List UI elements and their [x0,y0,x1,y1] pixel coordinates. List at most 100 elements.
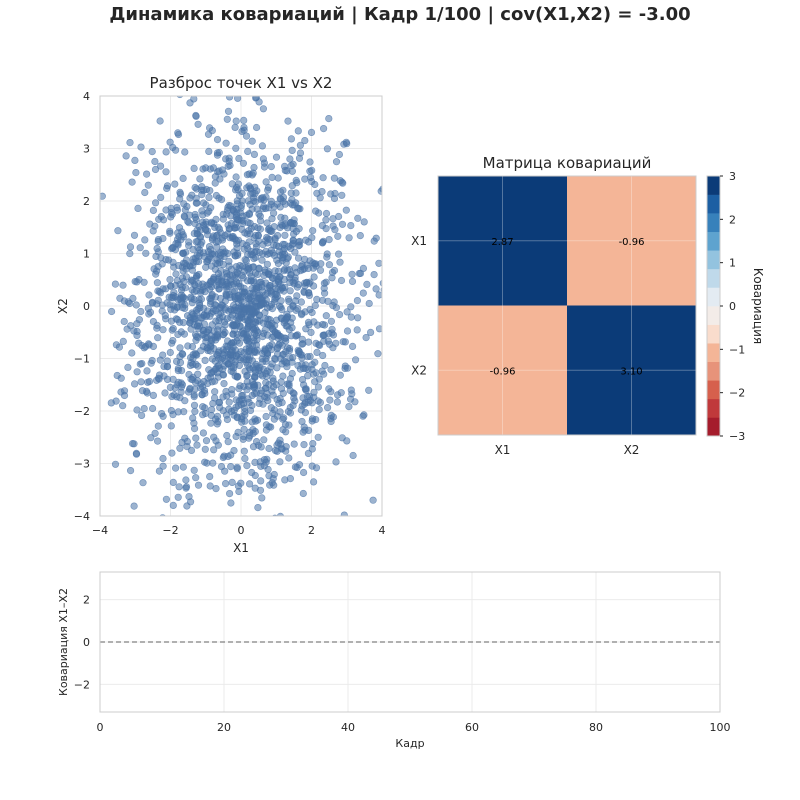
scatter-point [113,371,121,380]
scatter-points [100,96,382,516]
scatter-point [372,285,380,293]
scatter-point [169,258,177,266]
scatter-point [356,232,364,240]
scatter-point [207,411,215,420]
scatter-point [287,218,295,227]
scatter-point [271,354,279,363]
scatter-point [349,342,357,351]
scatter-point [369,496,377,504]
scatter-point [279,372,287,380]
scatter-point [232,144,240,152]
scatter-point [325,385,333,393]
scatter-point [190,229,198,238]
scatter-point [202,226,210,234]
scatter-point [196,175,204,183]
scatter-point [162,206,170,214]
scatter-point [274,344,282,352]
scatter-point [287,135,296,143]
scatter-point [224,249,232,258]
scatter-point [232,220,240,228]
scatter-point [274,174,282,182]
scatter-point [162,148,170,156]
scatter-point [327,317,336,325]
scatter-point [234,180,242,188]
scatter-point [365,299,373,308]
scatter-point [225,405,233,413]
scatter-point [267,200,275,208]
scatter-point [324,404,332,412]
scatter-point [311,301,319,310]
scatter-point [143,367,151,375]
scatter-point [209,307,217,316]
scatter-point [324,297,332,305]
scatter-point [159,462,167,470]
scatter-point [279,186,287,194]
scatter-point [311,260,319,268]
scatter-point [173,303,181,311]
scatter-point [271,267,279,275]
scatter-point [223,269,231,278]
scatter-point [307,128,316,136]
scatter-point [215,148,223,157]
scatter-point [316,266,325,274]
scatter-point [241,315,249,324]
scatter-point [193,251,201,259]
scatter-point [182,262,190,270]
scatter-point [267,163,275,171]
scatter-point [258,280,266,289]
scatter-point [224,107,233,115]
scatter-point [263,349,271,358]
scatter-point [273,330,281,339]
scatter-point [375,325,382,333]
scatter-point [179,174,187,182]
scatter-point [141,188,149,197]
scatter-point [171,384,179,392]
colorbar-label: Ковариация [751,268,765,344]
scatter-point [301,137,309,145]
heatmap-row-label: X1 [411,234,427,248]
scatter-point [288,201,297,209]
scatter-point [180,200,188,208]
scatter-point [233,209,241,217]
scatter-point [163,357,171,365]
scatter-point [301,409,310,417]
scatter-point [284,253,292,261]
scatter-point [147,434,155,442]
scatter-point [261,268,269,276]
scatter-point [132,301,140,309]
scatter-point [257,462,265,470]
scatter-point [294,254,303,262]
scatter-point [186,319,194,327]
scatter-point [150,265,158,273]
scatter-point [169,501,177,510]
scatter-point [266,481,274,489]
scatter-point [348,270,356,278]
scatter-point [151,165,160,174]
scatter-point [210,433,218,441]
heatmap-col-label: X1 [495,443,511,457]
scatter-point [206,187,214,195]
scatter-point [290,440,298,448]
scatter-point [226,276,234,284]
scatter-point [135,339,143,347]
scatter-point [133,320,141,328]
scatter-point [153,321,161,330]
scatter-point [338,191,346,199]
scatter-point [198,391,206,399]
scatter-point [265,444,273,453]
scatter-point [246,428,254,437]
line-xtick-label: 40 [341,721,355,734]
scatter-point [299,394,307,402]
scatter-point [222,342,230,350]
scatter-point [322,209,331,218]
scatter-point [167,305,175,313]
heatmap-cell [438,305,567,435]
scatter-point [298,262,306,271]
scatter-point [245,170,253,178]
scatter-point [315,406,323,414]
scatter-point [258,256,266,264]
scatter-point [325,236,333,244]
scatter-point [223,315,231,323]
scatter-point [168,339,176,347]
scatter-point [136,360,144,368]
